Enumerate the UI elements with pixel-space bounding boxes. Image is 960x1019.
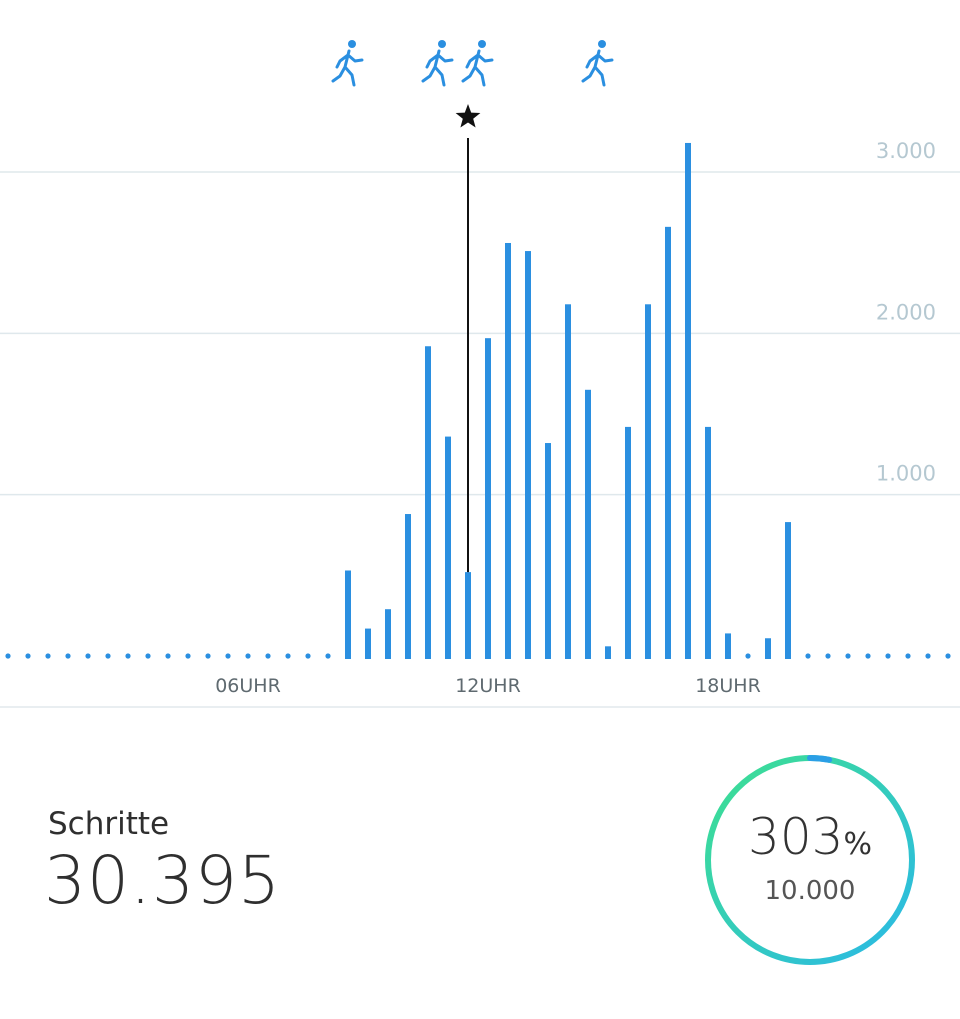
step-bar (645, 304, 651, 659)
zero-step-dot (325, 653, 331, 659)
zero-step-dot (825, 653, 831, 659)
walking-person-icon[interactable] (461, 40, 494, 87)
x-tick-label: 12UHR (455, 675, 521, 697)
zero-step-dot (145, 653, 151, 659)
zero-step-dot (25, 653, 31, 659)
step-bar (605, 646, 611, 659)
y-tick-label: 3.000 (876, 139, 936, 163)
step-bar (625, 426, 631, 659)
step-bar (565, 304, 571, 659)
walking-person-icon[interactable] (421, 40, 454, 87)
zero-step-dot (885, 653, 891, 659)
goal-percent-value: 303 (748, 808, 844, 866)
step-bar (665, 226, 671, 659)
zero-step-dot (905, 653, 911, 659)
zero-step-dot (125, 653, 131, 659)
goal-progress-ring[interactable] (700, 750, 920, 970)
y-tick-label: 2.000 (876, 300, 936, 324)
zero-step-dot (45, 653, 51, 659)
goal-ring-overflow-arc (807, 755, 833, 763)
zero-step-dot (185, 653, 191, 659)
step-bar (505, 242, 511, 659)
walking-person-icon[interactable] (331, 40, 364, 87)
zero-step-dot (845, 653, 851, 659)
step-bar (545, 443, 551, 659)
step-bar (785, 522, 791, 659)
zero-step-dot (285, 653, 291, 659)
step-bar (345, 570, 351, 659)
step-bar (405, 514, 411, 659)
step-bar (385, 609, 391, 659)
step-bar (765, 638, 771, 659)
steps-chart-svg: 1.000 2.000 3.000 06UHR 12UHR 18UHR (0, 40, 960, 697)
zero-step-dot (5, 653, 11, 659)
zero-step-dot (305, 653, 311, 659)
zero-step-dot (245, 653, 251, 659)
steps-total: 30.395 (44, 842, 281, 919)
zero-step-dot (265, 653, 271, 659)
zero-step-dot (805, 653, 811, 659)
step-bar (685, 142, 691, 659)
x-tick-label: 06UHR (215, 675, 281, 697)
divider (0, 706, 960, 708)
zero-step-dot (225, 653, 231, 659)
zero-step-dot (925, 653, 931, 659)
step-bar (465, 572, 471, 659)
zero-step-dot (65, 653, 71, 659)
zero-step-dot (205, 653, 211, 659)
zero-step-dot (945, 653, 951, 659)
walking-person-icon[interactable] (581, 40, 614, 87)
zero-step-dot (105, 653, 111, 659)
goal-percent: 303% (700, 808, 920, 866)
step-bar (425, 346, 431, 659)
zero-step-dot (865, 653, 871, 659)
step-bar (525, 251, 531, 659)
step-bar (365, 628, 371, 659)
x-tick-label: 18UHR (695, 675, 761, 697)
steps-chart: 1.000 2.000 3.000 06UHR 12UHR 18UHR (0, 40, 960, 697)
y-tick-label: 1.000 (876, 462, 936, 486)
step-bar (585, 389, 591, 659)
goal-percent-sign: % (843, 827, 872, 862)
zero-step-dot (85, 653, 91, 659)
step-bar (705, 426, 711, 659)
star-icon (455, 104, 481, 128)
zero-step-dot (745, 653, 751, 659)
step-bar (485, 338, 491, 659)
zero-step-dot (165, 653, 171, 659)
step-bar (725, 633, 731, 659)
step-bar (445, 436, 451, 659)
steps-label: Schritte (48, 806, 170, 842)
goal-target: 10.000 (764, 876, 856, 906)
